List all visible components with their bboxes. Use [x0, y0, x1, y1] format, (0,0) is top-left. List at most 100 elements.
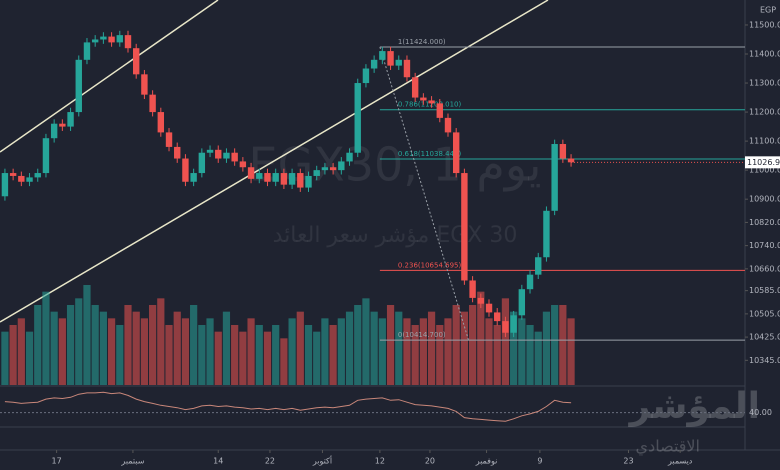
y-tick-label: 11100.00 [749, 137, 780, 146]
fib-label: 1(11424.000) [398, 38, 446, 46]
volume-bar [149, 305, 157, 385]
volume-bar [190, 305, 198, 385]
candle-body [215, 149, 222, 159]
volume-bar [132, 311, 140, 385]
volume-bar [436, 325, 444, 385]
candle-body [108, 36, 115, 43]
x-tick-label: نوفمبر [475, 457, 498, 466]
volume-bar [304, 325, 313, 385]
volume-bar [280, 338, 288, 385]
volume-bar [198, 325, 206, 385]
volume-bar [66, 305, 75, 385]
x-tick-label: 12 [375, 457, 385, 466]
candle-body [124, 35, 132, 49]
y-tick-label: 11000.00 [749, 166, 780, 175]
candle-body [141, 74, 148, 95]
candle-body [67, 112, 74, 127]
candle-body [59, 123, 66, 127]
x-tick-label: 23 [623, 457, 633, 466]
candle-body [346, 152, 353, 162]
volume-bar [378, 318, 386, 385]
volume-bar [263, 331, 272, 385]
volume-bar [50, 311, 58, 385]
candle-body [502, 321, 509, 333]
channel-line [0, 0, 549, 323]
fib-trend [379, 46, 469, 341]
candle-body [165, 132, 173, 147]
candle-body [329, 167, 337, 171]
volume-bar [17, 318, 25, 385]
candle-body [477, 297, 485, 304]
y-tick-label: 11500.00 [749, 20, 780, 29]
volume-bar [370, 311, 378, 385]
candle-body [272, 173, 279, 182]
candle-body [338, 161, 345, 171]
candle-body [362, 68, 370, 84]
candle-body [133, 48, 140, 75]
volume-bar [386, 305, 395, 385]
volume-bar [181, 318, 190, 385]
volume-bar [337, 318, 345, 385]
last-price-label: 11026.90 [747, 158, 780, 167]
volume-bar [542, 311, 551, 385]
volume-bar [427, 311, 436, 385]
candle-body [551, 144, 558, 211]
volume-bar [296, 311, 304, 385]
volume-bar [403, 318, 411, 385]
volume-bar [444, 318, 452, 385]
y-tick-label: 10740.00 [749, 241, 780, 250]
oscillator-line [4, 391, 572, 422]
volume-bar [222, 311, 231, 385]
volume-bar [559, 305, 567, 385]
fib-label: 0.236(10654.695) [398, 261, 462, 269]
y-tick-label: 11200.00 [749, 108, 780, 117]
x-tick-label: سبتمبر [120, 457, 144, 466]
volume-bar [518, 318, 526, 385]
candle-body [461, 173, 468, 281]
watermark-subtitle: مؤشر سعر العائد EGX 30 [273, 223, 518, 248]
candle-body [149, 94, 156, 113]
candle-body [354, 83, 361, 153]
volume-bar [157, 298, 165, 385]
volume-bar [231, 325, 239, 385]
candle-body [428, 100, 435, 104]
candle-body [50, 123, 58, 139]
candle-body [494, 312, 501, 322]
volume-bar [25, 331, 34, 385]
x-tick-label: 17 [52, 457, 62, 466]
candle-body [485, 303, 493, 313]
volume-bar [140, 318, 149, 385]
candle-body [395, 59, 402, 66]
candle-body [100, 36, 107, 40]
volume-bar [551, 305, 559, 385]
fib-label: 0(10414.700) [398, 331, 446, 339]
volume-bar [58, 318, 66, 385]
x-tick-label: ديسمبر [667, 457, 693, 466]
volume-bar [91, 305, 99, 385]
candle-body [1, 173, 9, 197]
candle-body [403, 59, 411, 78]
x-tick-label: أكتوبر [312, 456, 332, 466]
x-tick-label: 14 [213, 457, 223, 466]
candle-body [26, 177, 33, 182]
candle-body [452, 132, 460, 174]
logo-subtitle: الاقتصادي [636, 437, 700, 457]
candle-body [518, 289, 526, 316]
candle-body [280, 173, 288, 185]
candle-body [436, 103, 443, 118]
y-tick-label: 10505.00 [749, 309, 780, 318]
volume-bar [116, 325, 124, 385]
volume-bar [419, 318, 427, 385]
candle-body [526, 274, 534, 290]
x-tick-label: 9 [537, 457, 542, 466]
channel-line [0, 0, 219, 153]
volume-bar [567, 318, 575, 385]
y-tick-label: 10425.00 [749, 333, 780, 342]
candle-body [91, 39, 99, 43]
volume-bar [493, 325, 501, 385]
candle-body [75, 59, 82, 113]
candle-body [231, 152, 238, 162]
currency-label: EGP [760, 6, 776, 15]
